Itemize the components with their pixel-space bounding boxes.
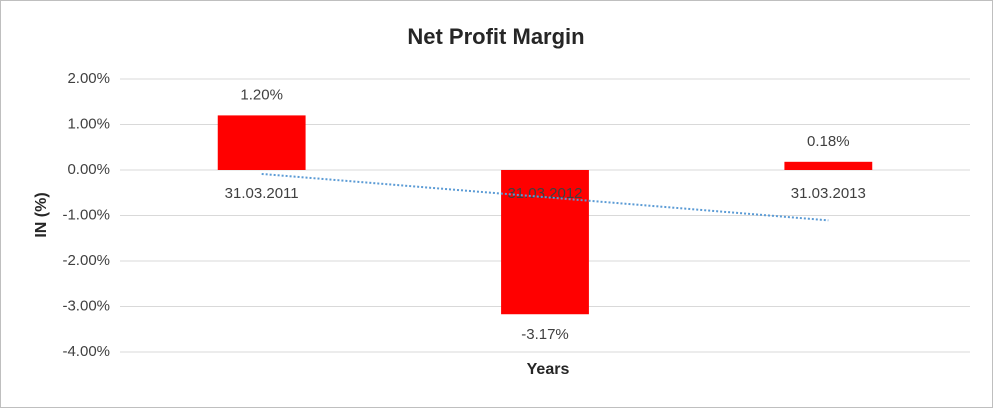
value-label: 0.18% [807, 133, 850, 150]
y-tick-label: -3.00% [62, 297, 110, 314]
bar [217, 115, 306, 170]
x-tick-label: 31.03.2013 [791, 185, 866, 202]
y-axis-title: IN (%) [33, 192, 50, 237]
bar [784, 161, 873, 170]
value-label: 1.20% [240, 86, 283, 103]
x-tick-label: 31.03.2011 [225, 185, 299, 202]
y-tick-label: 2.00% [67, 70, 110, 87]
y-tick-label: -4.00% [62, 343, 110, 360]
x-tick-label: 31.03.2012 [507, 185, 582, 202]
x-axis-title: Years [527, 361, 570, 378]
trendline [261, 172, 829, 222]
value-label: -3.17% [521, 326, 569, 343]
y-tick-label: -2.00% [62, 252, 110, 269]
y-tick-label: -1.00% [62, 206, 110, 223]
chart-title: Net Profit Margin [407, 24, 584, 49]
bar [501, 170, 589, 315]
y-tick-label: 0.00% [67, 161, 110, 178]
y-tick-label: 1.00% [67, 115, 110, 132]
